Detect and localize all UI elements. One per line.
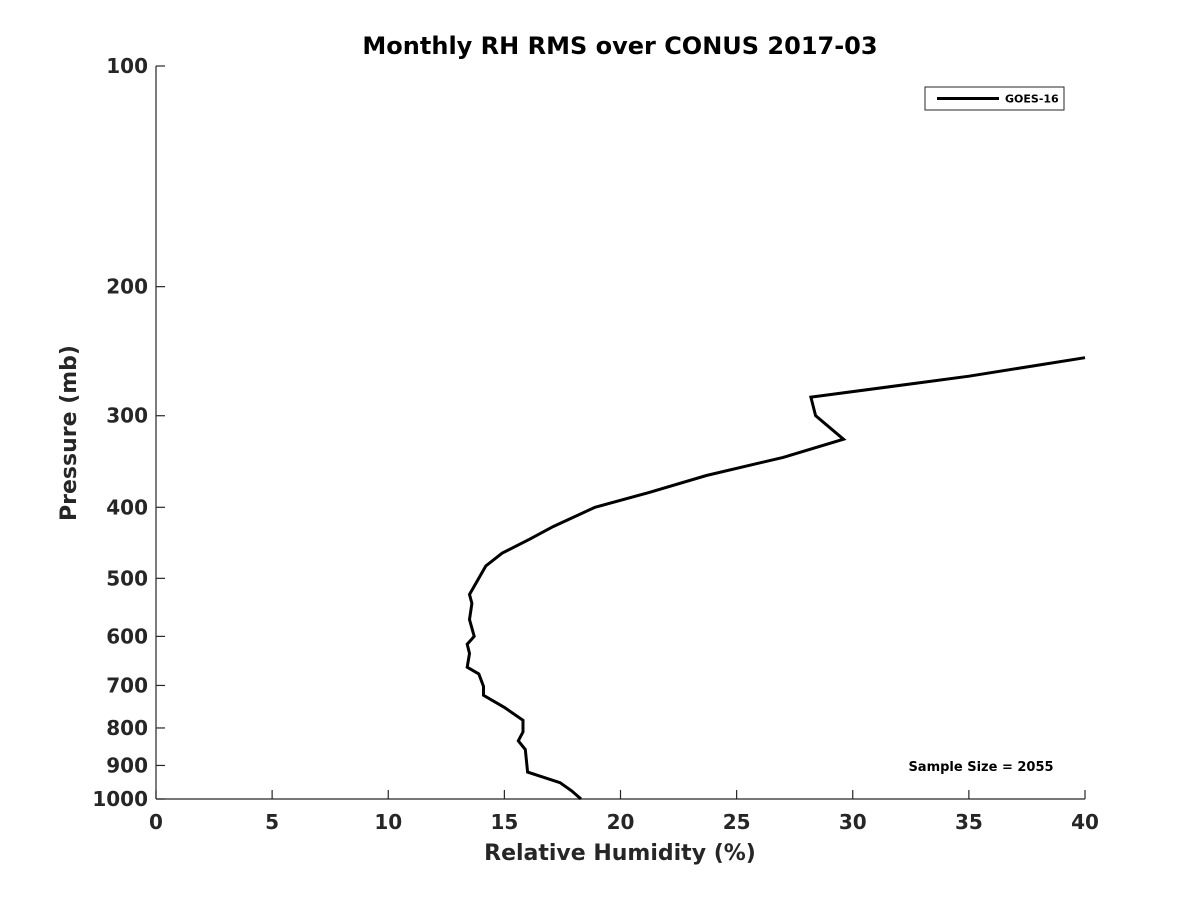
x-tick-label: 30 [839, 810, 867, 834]
y-tick-label: 1000 [92, 787, 148, 811]
x-tick-label: 15 [490, 810, 518, 834]
y-tick-label: 600 [106, 624, 148, 648]
x-ticks: 0 5 10 15 20 25 30 35 40 [149, 790, 1099, 834]
y-tick-label: 700 [106, 673, 148, 697]
chart-title: Monthly RH RMS over CONUS 2017-03 [362, 32, 877, 60]
y-tick-label: 500 [106, 566, 148, 590]
sample-size-annotation: Sample Size = 2055 [908, 760, 1053, 775]
series-layer [465, 356, 1086, 801]
y-tick-label: 200 [106, 275, 148, 299]
x-tick-label: 25 [723, 810, 751, 834]
legend-label-goes-16: GOES-16 [1005, 93, 1059, 106]
series-line-goes-16 [465, 356, 1086, 801]
x-tick-label: 35 [955, 810, 983, 834]
x-tick-label: 5 [265, 810, 279, 834]
x-axis-label: Relative Humidity (%) [484, 841, 756, 866]
x-tick-label: 10 [374, 810, 402, 834]
y-axis-label: Pressure (mb) [57, 345, 82, 521]
x-tick-label: 40 [1071, 810, 1099, 834]
legend: GOES-16 [924, 86, 1065, 111]
y-tick-label: 100 [106, 54, 148, 78]
y-tick-label: 800 [106, 716, 148, 740]
x-tick-label: 20 [607, 810, 635, 834]
x-tick-label: 0 [149, 810, 163, 834]
plot-area: 0 5 10 15 20 25 30 35 40 100 200 300 400 500 600 700 80… [92, 54, 1099, 834]
y-ticks: 100 200 300 400 500 600 700 800 900 1000 [92, 54, 165, 811]
y-tick-label: 300 [106, 404, 148, 428]
y-tick-label: 400 [106, 495, 148, 519]
y-tick-label: 900 [106, 753, 148, 777]
